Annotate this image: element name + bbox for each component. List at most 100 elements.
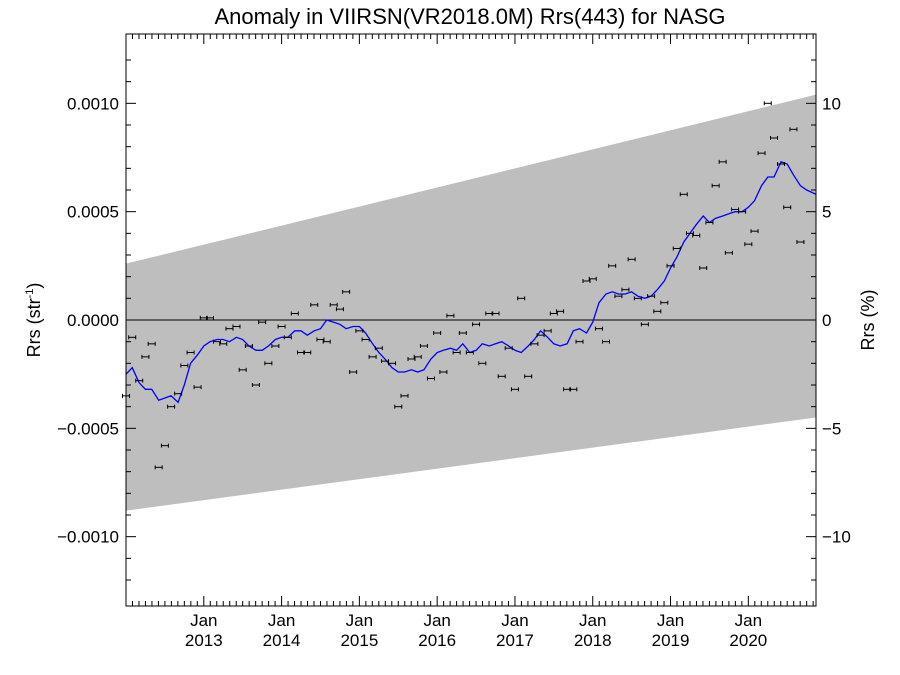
data-point: [517, 296, 526, 301]
data-point: [283, 335, 292, 340]
data-point: [679, 192, 688, 197]
x-tick-label-month: Jan: [268, 611, 295, 630]
data-point: [738, 209, 747, 214]
x-tick-label-month: Jan: [501, 611, 528, 630]
data-point: [478, 361, 487, 366]
data-point: [251, 383, 260, 387]
data-point: [213, 339, 222, 344]
data-point: [147, 341, 156, 346]
data-point: [757, 151, 766, 156]
y-tick-label-right: 5: [822, 203, 831, 222]
y-tick-label-right: 0: [822, 311, 831, 330]
y-axis-right: 10 5 0 −5 −10: [806, 59, 851, 581]
data-point: [446, 313, 455, 318]
data-point: [582, 279, 591, 283]
data-point: [601, 339, 610, 344]
data-point: [543, 328, 552, 333]
x-axis: Jan2013Jan2014Jan2015Jan2016Jan2017Jan20…: [131, 34, 814, 650]
data-point: [497, 374, 506, 379]
data-point: [647, 294, 656, 299]
data-point: [594, 326, 603, 331]
data-point: [264, 361, 273, 366]
y-tick-label-left: 0.0005: [67, 203, 119, 222]
data-point: [374, 346, 383, 351]
data-point: [744, 242, 753, 247]
data-point: [556, 309, 565, 314]
data-point: [180, 363, 189, 368]
data-point: [290, 311, 299, 316]
data-point: [536, 333, 545, 338]
data-point: [329, 302, 338, 307]
data-point: [135, 378, 144, 383]
data-point: [244, 344, 253, 348]
x-tick-label-year: 2020: [729, 631, 767, 650]
data-point: [160, 443, 169, 448]
x-tick-label-month: Jan: [423, 611, 450, 630]
data-point: [219, 341, 228, 346]
x-tick-label-month: Jan: [190, 611, 217, 630]
data-point: [633, 296, 642, 301]
data-point: [789, 127, 798, 132]
data-point: [232, 324, 241, 329]
data-point: [750, 229, 759, 234]
data-point: [238, 367, 247, 372]
data-point: [174, 391, 183, 396]
data-point: [141, 354, 150, 359]
y-tick-label-left: 0.0000: [67, 311, 119, 330]
data-point: [627, 257, 636, 262]
data-point: [711, 183, 720, 188]
data-point: [653, 309, 662, 314]
data-point: [724, 250, 733, 255]
data-point: [776, 162, 785, 166]
data-point: [400, 393, 409, 398]
data-point: [569, 387, 578, 392]
x-tick-label-month: Jan: [346, 611, 373, 630]
data-point: [685, 231, 694, 236]
data-point: [452, 350, 461, 355]
data-point: [349, 370, 358, 374]
data-point: [504, 346, 513, 351]
y-axis-left: 0.0010 0.0005 0.0000 −0.0005 −0.0010: [57, 59, 136, 581]
data-point: [316, 337, 325, 342]
data-point: [394, 404, 403, 409]
x-tick-label-year: 2017: [496, 631, 534, 650]
chart-title: Anomaly in VIIRSN(VR2018.0M) Rrs(443) fo…: [214, 4, 725, 29]
data-point: [271, 344, 280, 348]
data-point: [549, 311, 558, 316]
data-point: [335, 307, 344, 312]
data-point: [426, 376, 435, 381]
data-point: [277, 324, 286, 329]
data-point: [388, 361, 397, 366]
plot-area: [122, 94, 817, 511]
data-point: [419, 344, 428, 348]
data-point: [575, 339, 584, 344]
data-point: [193, 385, 202, 390]
x-tick-label-year: 2019: [652, 631, 690, 650]
x-tick-label-month: Jan: [579, 611, 606, 630]
x-tick-label-year: 2014: [263, 631, 301, 650]
data-point: [530, 341, 539, 346]
data-point: [718, 159, 727, 164]
data-point: [167, 404, 176, 409]
data-point: [783, 205, 792, 210]
data-point: [672, 246, 681, 251]
y-tick-label-left: −0.0010: [57, 528, 119, 547]
data-point: [407, 357, 416, 361]
data-point: [361, 337, 370, 342]
data-point: [660, 300, 669, 305]
data-point: [769, 136, 778, 140]
data-point: [763, 101, 772, 106]
y-axis-left-label: Rrs (str-1): [24, 283, 44, 358]
data-point: [310, 302, 319, 307]
y-tick-label-right: −10: [822, 528, 851, 547]
data-point: [433, 331, 442, 335]
x-tick-label-year: 2013: [185, 631, 223, 650]
x-tick-label-year: 2016: [418, 631, 456, 650]
data-point: [621, 287, 630, 292]
data-point: [465, 350, 474, 355]
data-point: [524, 374, 533, 379]
data-point: [699, 266, 708, 270]
data-point: [368, 354, 377, 359]
data-point: [303, 350, 312, 355]
